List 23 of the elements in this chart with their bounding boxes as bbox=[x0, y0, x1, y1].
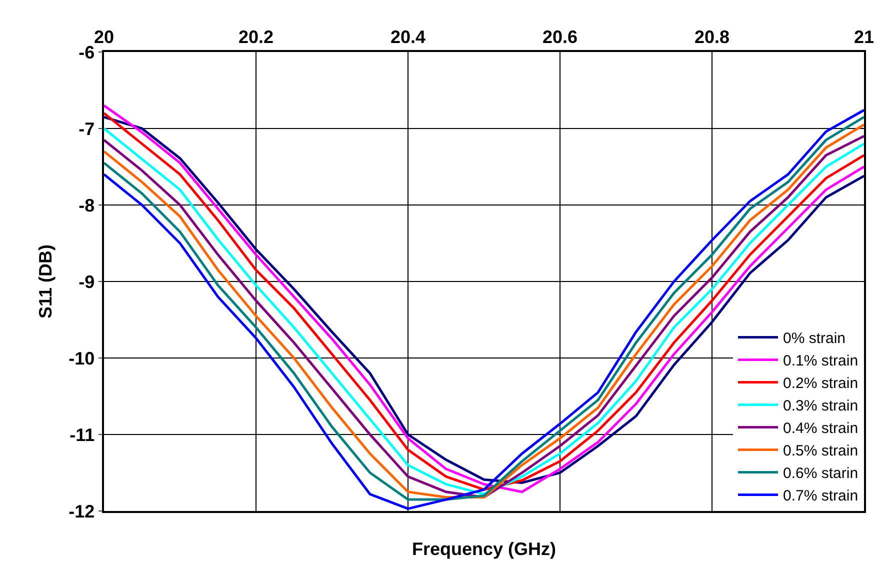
y-tick-label: -9 bbox=[78, 272, 95, 292]
legend-label: 0.3% strain bbox=[783, 398, 858, 415]
x-tick-label: 21 bbox=[854, 27, 874, 48]
x-tick-label: 20.2 bbox=[238, 27, 274, 48]
y-tick-label: -11 bbox=[70, 424, 95, 445]
x-tick-label: 20.4 bbox=[390, 27, 426, 48]
y-tick-label: -6 bbox=[78, 42, 95, 62]
y-tick-label: -12 bbox=[68, 501, 95, 522]
x-tick-label: 20.8 bbox=[694, 27, 730, 48]
y-tick-label: -8 bbox=[78, 195, 95, 216]
y-tick-label: -10 bbox=[68, 348, 95, 368]
legend-label: 0.2% strain bbox=[783, 375, 858, 392]
legend-label: 0.5% strain bbox=[783, 442, 858, 460]
legend-label: 0.7% strain bbox=[783, 488, 858, 505]
x-tick-label: 20 bbox=[94, 27, 114, 48]
y-axis-title: S11 (DB) bbox=[35, 244, 56, 319]
legend-label: 0.1% strain bbox=[783, 352, 858, 370]
legend-label: 0% strain bbox=[783, 330, 846, 348]
legend-label: 0.6% starin bbox=[783, 465, 858, 482]
y-tick-label: -7 bbox=[78, 118, 95, 139]
x-axis-title: Frequency (GHz) bbox=[412, 539, 556, 559]
x-tick-label: 20.6 bbox=[542, 27, 578, 48]
legend-label: 0.4% strain bbox=[783, 420, 858, 438]
